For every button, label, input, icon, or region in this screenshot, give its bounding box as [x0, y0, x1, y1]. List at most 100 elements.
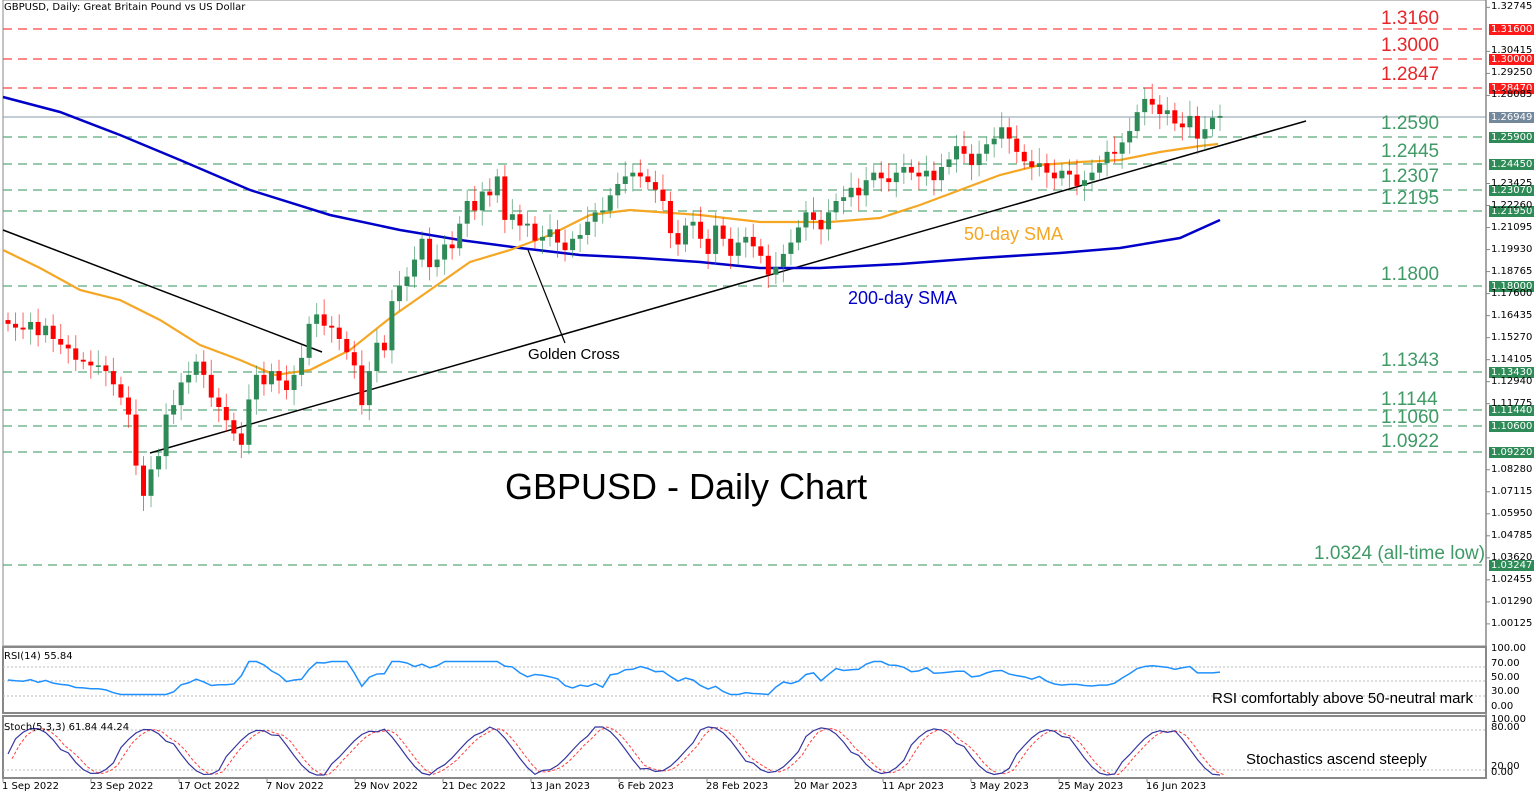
candle — [901, 166, 907, 173]
candle — [43, 325, 49, 336]
price-tick: 1.15270 — [1491, 331, 1533, 343]
candle — [1029, 161, 1035, 167]
candle — [50, 325, 56, 339]
candle — [171, 405, 177, 415]
level-price-tag: 1.11440 — [1489, 405, 1535, 416]
candle — [1187, 115, 1193, 128]
candle — [1179, 123, 1185, 128]
candle — [570, 238, 576, 251]
candle — [80, 359, 86, 362]
price-tick: 1.17600 — [1491, 287, 1533, 299]
candle — [1074, 174, 1080, 186]
candle — [773, 267, 779, 275]
stoch-comment: Stochastics ascend steeply — [1246, 751, 1427, 768]
candle — [1104, 151, 1110, 164]
candle — [336, 327, 342, 339]
candle — [923, 170, 929, 177]
candle — [765, 255, 771, 275]
candle — [871, 172, 877, 181]
price-tick: 1.29250 — [1491, 67, 1533, 79]
candle — [826, 212, 832, 230]
candle — [735, 242, 741, 256]
candle — [1112, 151, 1118, 154]
level-price-tag: 1.18000 — [1489, 281, 1535, 292]
level-label: 1.3160 — [1381, 8, 1440, 29]
candle — [1051, 172, 1057, 179]
rsi-label: RSI(14) 55.84 — [4, 651, 73, 662]
candle — [547, 229, 553, 237]
level-price-tag: 1.13430 — [1489, 367, 1535, 378]
candle — [562, 242, 568, 251]
price-tick: 1.11775 — [1491, 397, 1533, 409]
price-tick: 1.18765 — [1491, 265, 1533, 277]
candle — [427, 238, 433, 268]
candle — [268, 371, 274, 385]
stoch-signal-line — [11, 726, 1225, 776]
date-tick: 13 Jan 2023 — [530, 781, 590, 792]
candle — [728, 238, 734, 256]
stoch-main-line — [7, 726, 1221, 776]
candle — [246, 399, 252, 445]
level-price-tag: 1.10600 — [1489, 421, 1535, 432]
price-tick: 1.07115 — [1491, 485, 1533, 497]
candle — [374, 342, 380, 372]
candle — [841, 197, 847, 201]
candle — [396, 286, 402, 302]
price-tick: 1.03620 — [1491, 551, 1533, 563]
candle — [961, 146, 967, 154]
candle — [743, 236, 749, 243]
candle — [193, 361, 199, 375]
candle — [916, 172, 922, 177]
stoch-tick: 80.00 — [1491, 722, 1520, 733]
candle — [833, 200, 839, 213]
candle — [1142, 98, 1148, 113]
level-price-tag: 1.31600 — [1489, 24, 1535, 35]
candle — [494, 176, 500, 196]
candle — [713, 225, 719, 254]
candle — [1127, 131, 1133, 143]
candle — [539, 236, 545, 241]
uptrend-line — [149, 120, 1307, 454]
candle — [1172, 110, 1178, 124]
candle — [125, 397, 131, 415]
candle — [344, 338, 350, 353]
candle — [585, 221, 591, 236]
price-tick: 1.30415 — [1491, 45, 1533, 57]
candle — [412, 259, 418, 277]
candle — [389, 301, 395, 351]
price-tick: 1.01290 — [1491, 595, 1533, 607]
candle — [652, 182, 658, 190]
price-tick: 1.04785 — [1491, 529, 1533, 541]
candle — [284, 380, 290, 390]
candle — [1066, 170, 1072, 175]
level-label: 1.1060 — [1381, 407, 1440, 428]
candle — [893, 172, 899, 183]
candle — [1021, 151, 1027, 162]
rsi-tick: 50.00 — [1491, 672, 1520, 683]
candle — [314, 314, 320, 324]
candle — [750, 236, 756, 247]
candle — [984, 144, 990, 154]
candle — [472, 200, 478, 211]
candle — [517, 214, 523, 226]
candle — [863, 180, 869, 196]
candle — [359, 365, 365, 406]
candle — [969, 153, 975, 166]
candle — [238, 433, 244, 445]
candle — [1081, 180, 1087, 186]
level-label: 1.2445 — [1381, 141, 1440, 162]
candle — [954, 146, 960, 160]
price-tick: 1.14105 — [1491, 353, 1533, 365]
candle — [118, 384, 124, 398]
candle — [1209, 117, 1215, 130]
candle — [479, 191, 485, 211]
candle — [419, 238, 425, 260]
chart-heading: GBPUSD - Daily Chart — [505, 466, 868, 507]
candle — [103, 365, 109, 372]
candle — [366, 371, 372, 406]
candle — [110, 371, 116, 385]
price-tick: 1.28085 — [1491, 89, 1533, 101]
candle — [856, 187, 862, 196]
candle — [261, 374, 267, 385]
